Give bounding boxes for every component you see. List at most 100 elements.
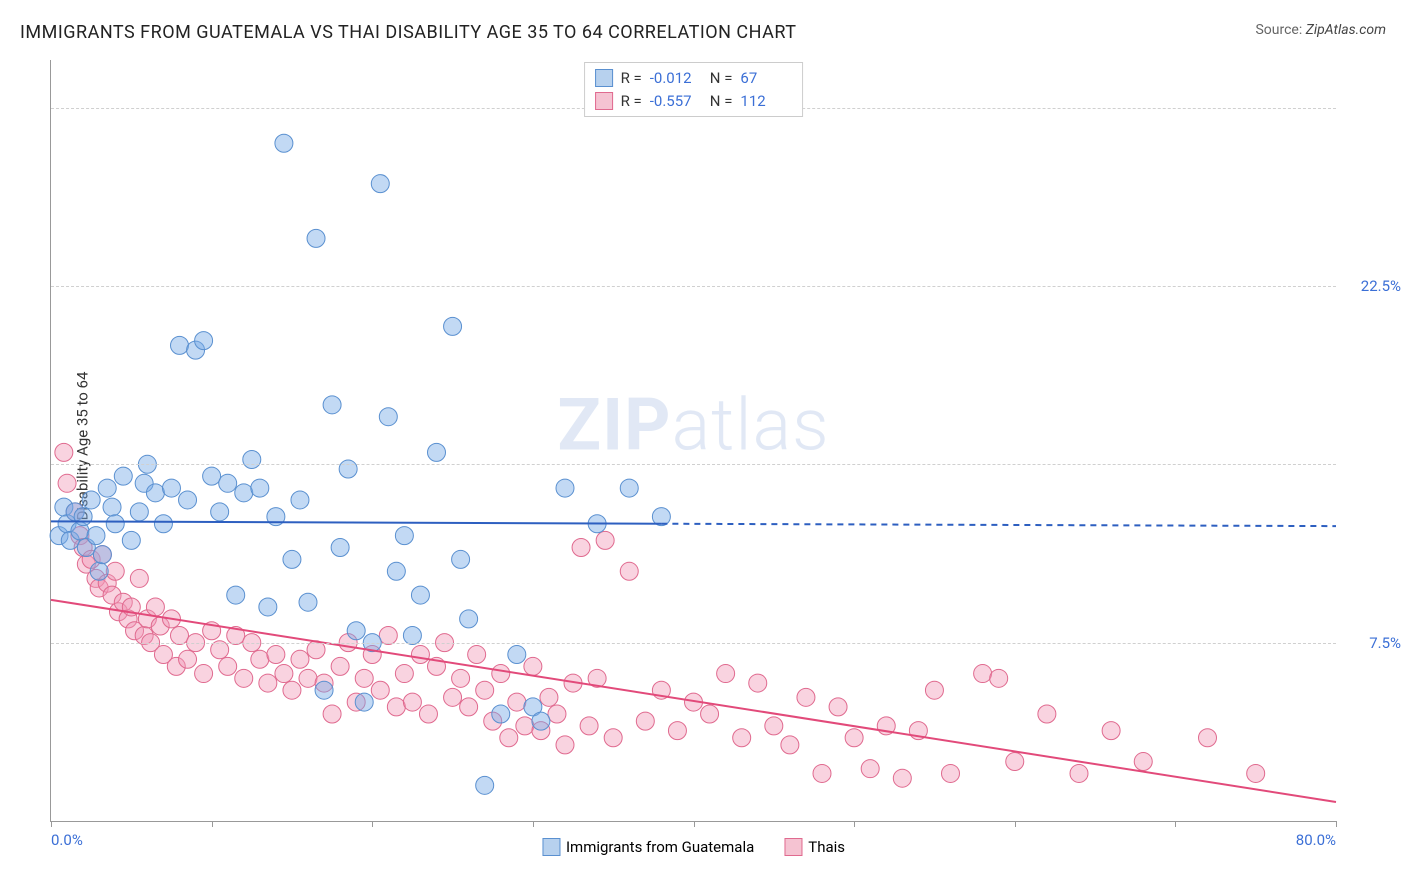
swatch-guatemala [595,69,613,87]
scatter-point [379,408,397,426]
swatch-thais [595,92,613,110]
scatter-point [428,443,446,461]
stats-legend: R = -0.012 N = 67 R = -0.557 N = 112 [584,62,804,117]
scatter-point [291,491,309,509]
scatter-point [556,479,574,497]
scatter-point [355,669,373,687]
y-tick-label: 7.5% [1369,634,1401,652]
scatter-point [235,669,253,687]
scatter-point [98,479,116,497]
scatter-point [508,693,526,711]
scatter-point [668,722,686,740]
scatter-point [1134,753,1152,771]
scatter-point [93,546,111,564]
scatter-point [1070,764,1088,782]
scatter-point [1102,722,1120,740]
n-label: N = [710,90,733,113]
scatter-point [283,681,301,699]
scatter-point [532,712,550,730]
scatter-point [596,531,614,549]
scatter-point [267,646,285,664]
scatter-point [548,705,566,723]
scatter-point [500,729,518,747]
scatter-point [395,665,413,683]
scatter-point [195,665,213,683]
scatter-point [620,562,638,580]
stats-row-thais: R = -0.557 N = 112 [595,90,793,113]
scatter-point [371,681,389,699]
scatter-point [347,622,365,640]
scatter-point [58,474,76,492]
scatter-point [331,539,349,557]
scatter-point [315,681,333,699]
scatter-point [259,674,277,692]
scatter-point [227,586,245,604]
scatter-point [154,515,172,533]
scatter-point [275,134,293,152]
scatter-point [419,705,437,723]
scatter-point [1038,705,1056,723]
scatter-point [1199,729,1217,747]
scatter-point [275,665,293,683]
scatter-point [114,467,132,485]
scatter-point [492,705,510,723]
scatter-point [387,562,405,580]
scatter-point [146,598,164,616]
x-tick-label: 0.0% [51,831,83,849]
scatter-point [717,665,735,683]
scatter-point [179,650,197,668]
gridline [51,643,1336,644]
scatter-point [291,650,309,668]
scatter-point [452,669,470,687]
r-value-thais: -0.557 [650,90,702,113]
scatter-point [781,736,799,754]
legend-item-thais: Thais [784,838,845,856]
x-tick [212,821,213,827]
scatter-point [460,698,478,716]
trend-line-dashed [661,524,1336,526]
r-label: R = [621,90,642,113]
scatter-point [146,484,164,502]
x-tick [1175,821,1176,827]
trend-line [51,521,661,523]
source-label: Source: [1255,22,1302,38]
scatter-point [251,479,269,497]
scatter-point [1006,753,1024,771]
scatter-point [925,681,943,699]
scatter-point [307,229,325,247]
gridline [51,464,1336,465]
scatter-point [797,688,815,706]
r-value-guatemala: -0.012 [650,67,702,90]
scatter-point [829,698,847,716]
scatter-point [460,610,478,628]
source-attribution: Source: ZipAtlas.com [1255,22,1386,38]
y-tick-label: 22.5% [1361,277,1401,295]
scatter-point [861,760,879,778]
scatter-point [299,669,317,687]
x-tick [1336,821,1337,827]
scatter-point [580,717,598,735]
scatter-point [444,688,462,706]
scatter-point [395,527,413,545]
scatter-point [476,776,494,794]
scatter-point [492,665,510,683]
x-tick [694,821,695,827]
scatter-point [299,593,317,611]
scatter-point [893,769,911,787]
scatter-point [122,531,140,549]
scatter-point [55,443,73,461]
swatch-thais-icon [784,838,802,856]
stats-row-guatemala: R = -0.012 N = 67 [595,67,793,90]
scatter-point [701,705,719,723]
scatter-point [540,688,558,706]
scatter-point [765,717,783,735]
scatter-point [749,674,767,692]
scatter-point [403,693,421,711]
scatter-point [620,479,638,497]
scatter-point [243,451,261,469]
x-tick [372,821,373,827]
scatter-point [103,498,121,516]
scatter-point [516,717,534,735]
x-tick [854,821,855,827]
scatter-point [130,569,148,587]
